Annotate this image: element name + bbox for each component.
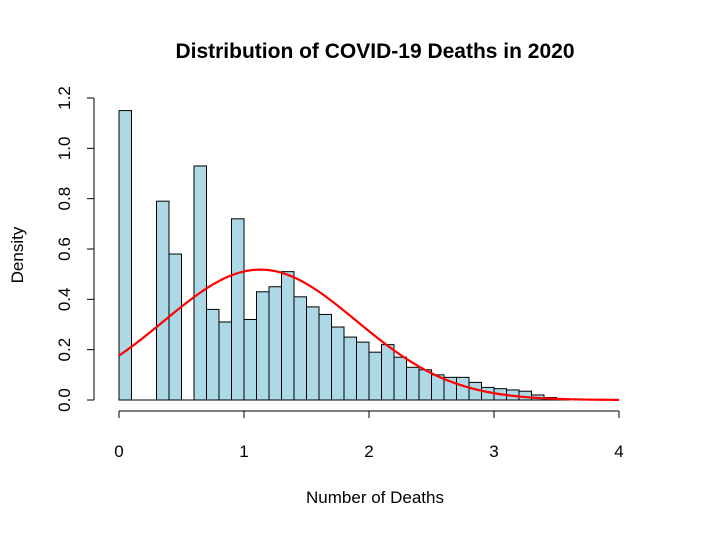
histogram-bar	[393, 356, 407, 401]
histogram-bar	[243, 318, 257, 401]
histogram-bar	[168, 253, 182, 401]
y-tick-label: 0.2	[55, 338, 74, 362]
histogram-bar	[331, 326, 345, 401]
y-axis-label: Density	[8, 226, 27, 283]
x-tick-label: 4	[614, 442, 623, 461]
histogram-bar	[268, 286, 282, 401]
x-tick-label: 0	[114, 442, 123, 461]
histogram-bar	[456, 376, 470, 401]
histogram-bar	[418, 369, 432, 401]
histogram-bars	[118, 110, 570, 401]
y-axis: 0.0 0.2 0.4 0.6 0.8 1.0 1.2	[55, 86, 95, 412]
histogram-bar	[281, 271, 295, 401]
histogram-bar	[118, 110, 132, 401]
x-tick-label: 3	[489, 442, 498, 461]
density-curve	[118, 268, 620, 401]
histogram-bar	[356, 341, 370, 401]
histogram-bar	[406, 366, 420, 401]
histogram-bar	[318, 313, 332, 401]
histogram-bar	[381, 344, 395, 401]
histogram-bar	[343, 336, 357, 401]
histogram-bar	[231, 218, 245, 401]
x-tick-label: 2	[364, 442, 373, 461]
x-tick-label: 1	[239, 442, 248, 461]
histogram-bar	[156, 200, 170, 401]
y-tick-label: 0.6	[55, 237, 74, 261]
histogram-bar	[206, 308, 220, 401]
y-tick-label: 0.0	[55, 388, 74, 412]
histogram-bar	[368, 351, 382, 401]
histogram-bar	[218, 321, 232, 401]
y-tick-label: 1.2	[55, 86, 74, 110]
y-tick-label: 0.8	[55, 187, 74, 211]
histogram-bar	[193, 165, 207, 401]
y-tick-label: 1.0	[55, 137, 74, 161]
histogram-bar	[306, 306, 320, 401]
x-axis-label: Number of Deaths	[306, 488, 444, 507]
histogram-bar	[293, 296, 307, 401]
y-tick-label: 0.4	[55, 288, 74, 312]
chart-title: Distribution of COVID-19 Deaths in 2020	[175, 40, 574, 63]
histogram-bar	[256, 291, 270, 401]
x-axis: 0 1 2 3 4	[114, 410, 624, 461]
